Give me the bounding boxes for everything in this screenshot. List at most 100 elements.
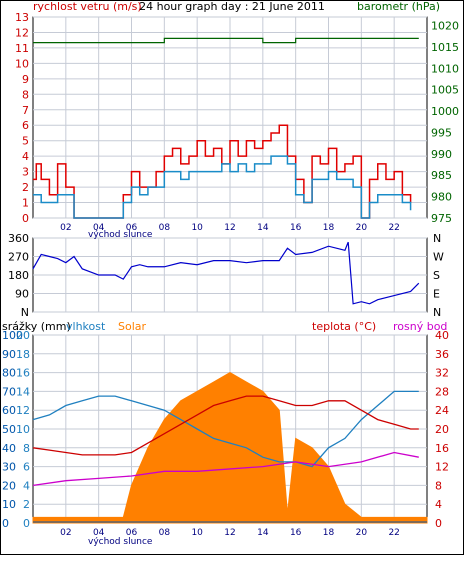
time-label-top: 22 bbox=[388, 223, 399, 233]
temperature-tick-label: 8 bbox=[435, 479, 442, 492]
temperature-tick-label: 40 bbox=[435, 329, 449, 342]
compass-tick-label: E bbox=[433, 288, 440, 301]
time-label-bottom: 04 bbox=[93, 528, 105, 538]
pressure-tick-label: 1005 bbox=[431, 84, 459, 97]
wind-tick-label: 5 bbox=[22, 135, 29, 148]
rain-tick-label: 20 bbox=[2, 479, 16, 492]
humidity-tick-label: 18 bbox=[16, 348, 30, 361]
rain-tick-label: 80 bbox=[2, 367, 16, 380]
wind-plot bbox=[33, 37, 419, 219]
wind-tick-label: 0 bbox=[22, 212, 29, 225]
direction-tick-label: 90 bbox=[15, 288, 29, 301]
rain-tick-label: 60 bbox=[2, 404, 16, 417]
rain-tick-label: 70 bbox=[2, 385, 16, 398]
time-label-bottom: 10 bbox=[191, 528, 203, 538]
temperature-series bbox=[32, 395, 419, 456]
pressure-tick-label: 1010 bbox=[431, 62, 459, 75]
humidity-tick-label: 0 bbox=[23, 517, 30, 530]
wind-direction-series bbox=[32, 241, 420, 305]
barometer-axis-label: barometr (hPa) bbox=[357, 0, 440, 13]
time-label-bottom: 12 bbox=[224, 528, 235, 538]
humidity-tick-label: 16 bbox=[16, 367, 30, 380]
time-label-top: 04 bbox=[93, 223, 105, 233]
direction-tick-label: 360 bbox=[8, 232, 29, 245]
time-label-bottom: 08 bbox=[159, 528, 171, 538]
time-label-top: 16 bbox=[290, 223, 302, 233]
solar-area bbox=[32, 372, 428, 524]
pressure-tick-label: 975 bbox=[431, 212, 452, 225]
temperature-tick-label: 4 bbox=[435, 498, 442, 511]
wind-tick-label: 1 bbox=[22, 197, 29, 210]
time-label-bottom: 06 bbox=[126, 528, 138, 538]
humidity-tick-label: 14 bbox=[16, 385, 30, 398]
humidity-tick-label: 12 bbox=[16, 404, 30, 417]
compass-tick-label: N bbox=[433, 306, 441, 319]
wind-tick-label: 7 bbox=[22, 104, 29, 117]
temperature-tick-label: 28 bbox=[435, 385, 449, 398]
sunrise-label-top: východ slunce bbox=[88, 230, 153, 240]
pressure-series bbox=[33, 37, 419, 44]
time-label-bottom: 16 bbox=[290, 528, 302, 538]
time-label-top: 10 bbox=[191, 223, 203, 233]
humidity-axis-label: vlhkost bbox=[66, 320, 106, 333]
compass-tick-label: N bbox=[433, 232, 441, 245]
humidity-tick-label: 8 bbox=[23, 442, 30, 455]
rain-tick-label: 40 bbox=[2, 442, 16, 455]
temperature-tick-label: 0 bbox=[435, 517, 442, 530]
direction-tick-label: N bbox=[21, 306, 29, 319]
time-label-top: 08 bbox=[159, 223, 171, 233]
rain-tick-label: 100 bbox=[2, 329, 23, 342]
time-label-bottom: 02 bbox=[60, 528, 71, 538]
dewpoint-axis-label: rosný bod bbox=[393, 320, 447, 333]
time-label-bottom: 22 bbox=[388, 528, 399, 538]
dewpoint-series bbox=[32, 451, 419, 487]
direction-tick-label: 270 bbox=[8, 251, 29, 264]
humidity-series bbox=[32, 390, 419, 468]
direction-tick-label: 180 bbox=[8, 269, 29, 282]
temperature-tick-label: 24 bbox=[435, 404, 449, 417]
temperature-tick-label: 16 bbox=[435, 442, 449, 455]
rain-tick-label: 50 bbox=[2, 423, 16, 436]
humidity-tick-label: 20 bbox=[16, 329, 30, 342]
pressure-tick-label: 1015 bbox=[431, 41, 459, 54]
pressure-tick-label: 995 bbox=[431, 126, 452, 139]
pressure-tick-label: 985 bbox=[431, 169, 452, 182]
pressure-tick-label: 1020 bbox=[431, 20, 459, 33]
time-label-top: 20 bbox=[356, 223, 368, 233]
temperature-tick-label: 20 bbox=[435, 423, 449, 436]
wind-tick-label: 4 bbox=[22, 150, 29, 163]
humidity-tick-label: 4 bbox=[23, 479, 30, 492]
humidity-tick-label: 10 bbox=[16, 423, 30, 436]
time-label-top: 06 bbox=[126, 223, 138, 233]
time-label-top: 12 bbox=[224, 223, 235, 233]
wind-tick-label: 6 bbox=[22, 119, 29, 132]
time-label-top: 14 bbox=[257, 223, 269, 233]
pressure-tick-label: 1000 bbox=[431, 105, 459, 118]
sunrise-label-bottom: východ slunce bbox=[88, 537, 153, 547]
direction-plot bbox=[32, 241, 420, 305]
wind-tick-label: 9 bbox=[22, 73, 29, 86]
wind-tick-label: 10 bbox=[15, 57, 29, 70]
rain-axis-label: srážky (mm) bbox=[2, 320, 71, 333]
rain-tick-label: 90 bbox=[2, 348, 16, 361]
wind-tick-label: 2 bbox=[22, 181, 29, 194]
wind-tick-label: 13 bbox=[15, 11, 29, 24]
compass-tick-label: S bbox=[433, 269, 440, 282]
pressure-tick-label: 990 bbox=[431, 148, 452, 161]
humidity-tick-label: 6 bbox=[23, 461, 30, 474]
compass-tick-label: W bbox=[433, 251, 444, 264]
wind-tick-label: 11 bbox=[15, 42, 29, 55]
time-label-top: 02 bbox=[60, 223, 71, 233]
time-label-bottom: 18 bbox=[323, 528, 335, 538]
temperature-tick-label: 36 bbox=[435, 348, 449, 361]
rain-tick-label: 10 bbox=[2, 498, 16, 511]
wind-speed-axis-label: rychlost vetru (m/s) bbox=[33, 0, 142, 13]
axis-ticks: 0202040406060808101012121414161618182020… bbox=[2, 11, 459, 538]
time-label-bottom: 20 bbox=[356, 528, 368, 538]
rain-tick-label: 30 bbox=[2, 461, 16, 474]
time-label-bottom: 14 bbox=[257, 528, 269, 538]
wind-average-series bbox=[33, 155, 412, 219]
chart-title: 24 hour graph day : 21 June 2011 bbox=[139, 0, 325, 13]
